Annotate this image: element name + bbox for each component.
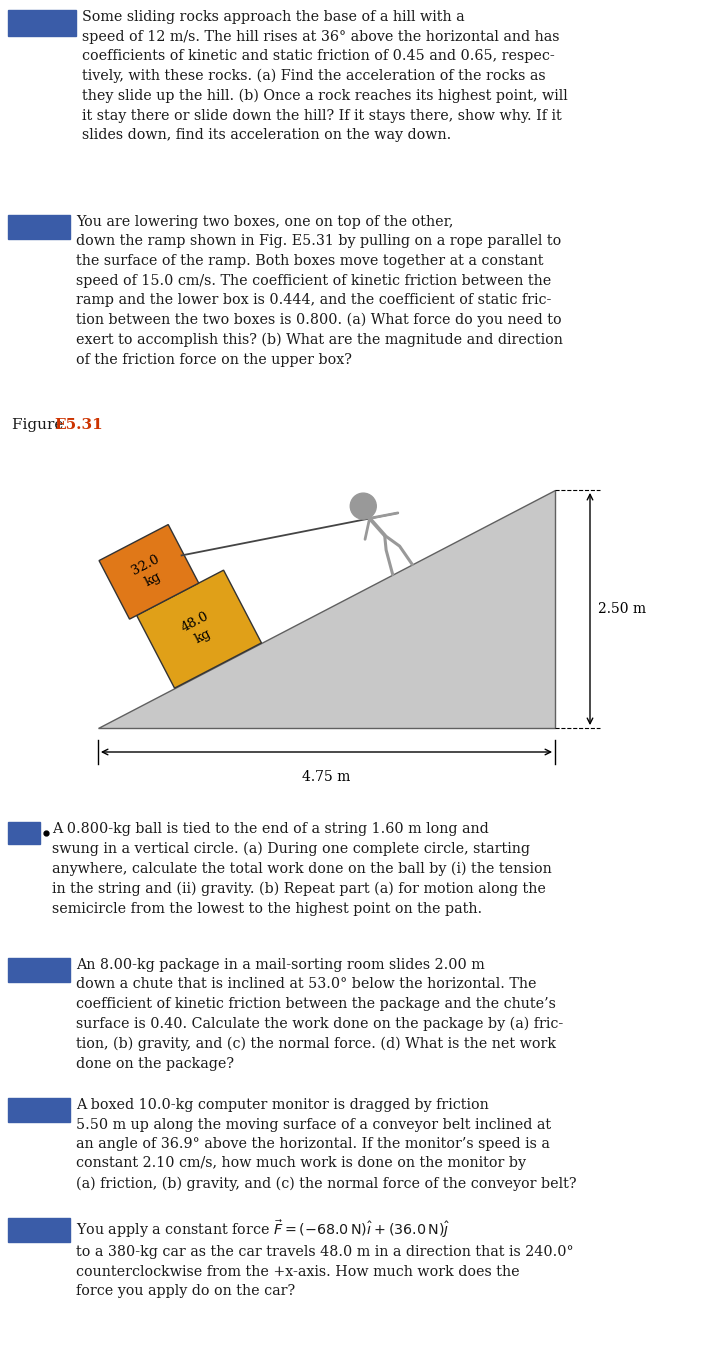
Text: A boxed 10.0-kg computer monitor is dragged by friction
5.50 m up along the movi: A boxed 10.0-kg computer monitor is drag… [76,1098,577,1190]
Text: 4.75 m: 4.75 m [302,771,351,784]
Text: A 0.800-kg ball is tied to the end of a string 1.60 m long and
swung in a vertic: A 0.800-kg ball is tied to the end of a … [52,823,552,916]
Text: You are lowering two boxes, one on top of the other,
down the ramp shown in Fig.: You are lowering two boxes, one on top o… [76,215,563,366]
Text: An 8.00-kg package in a mail-sorting room slides 2.00 m
down a chute that is inc: An 8.00-kg package in a mail-sorting roo… [76,958,563,1071]
Text: 48.0
kg: 48.0 kg [179,610,219,648]
Bar [8,1217,70,1242]
Polygon shape [99,525,199,620]
Text: You apply a constant force $\vec{F} = (-68.0\,\mathrm{N})\hat{\imath} + (36.0\,\: You apply a constant force $\vec{F} = (-… [76,1217,574,1298]
Circle shape [350,494,377,520]
Bar [8,823,40,845]
Bar [8,958,70,982]
Bar [8,215,70,239]
Text: 2.50 m: 2.50 m [598,602,646,616]
Polygon shape [137,570,261,688]
Polygon shape [98,489,555,728]
Text: Figure: Figure [12,418,68,432]
Text: E5.31: E5.31 [54,418,103,432]
Text: Some sliding rocks approach the base of a hill with a
speed of 12 m/s. The hill : Some sliding rocks approach the base of … [82,10,568,143]
Text: 32.0
kg: 32.0 kg [129,553,168,591]
Bar [8,10,76,36]
Bar [8,1098,70,1121]
